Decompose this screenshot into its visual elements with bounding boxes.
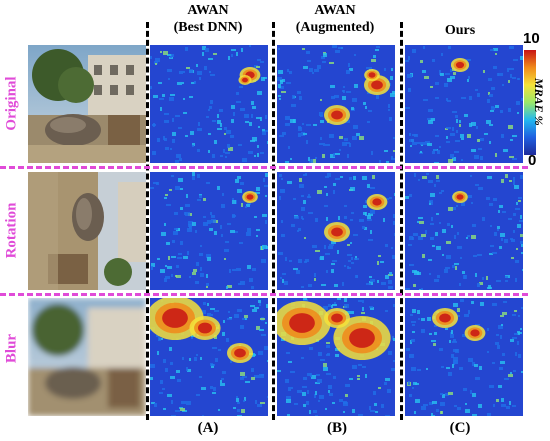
row-separator-1 [0, 166, 528, 169]
error-map-a-blur [150, 298, 268, 416]
row-label-blur: Blur [3, 333, 20, 364]
error-map-a-rotation [150, 172, 268, 290]
column-letter-b: (B) [327, 420, 347, 436]
error-map-b-original [277, 45, 395, 163]
colorbar-axis-label: MRAE % [532, 78, 546, 126]
column-letter-c: (C) [449, 420, 471, 436]
row-separator-2 [0, 293, 528, 296]
row-label-rotation: Rotation [3, 202, 20, 259]
error-map-c-blur [405, 298, 523, 416]
column-separator-c [400, 22, 403, 420]
error-map-c-rotation [405, 172, 523, 290]
colorbar-max-label: 10 [523, 30, 540, 47]
error-map-b-rotation [277, 172, 395, 290]
input-photo-blur [28, 298, 146, 416]
column-title-b-line1: AWAN [314, 3, 356, 18]
column-title-c: Ours [405, 22, 515, 39]
colorbar-min-label: 0 [528, 152, 537, 169]
error-map-c-original [405, 45, 523, 163]
column-title-a-line1: AWAN [187, 3, 229, 18]
column-title-a: AWAN (Best DNN) [148, 2, 268, 36]
column-title-a-line2: (Best DNN) [173, 20, 243, 35]
input-photo-original [28, 45, 146, 163]
error-map-b-blur [277, 298, 395, 416]
colorbar-gradient [524, 50, 536, 155]
column-letter-a: (A) [197, 420, 219, 436]
column-title-b: AWAN (Augmented) [275, 2, 395, 36]
column-title-c-line1: Ours [444, 23, 476, 38]
column-separator-b [272, 22, 275, 420]
column-title-b-line2: (Augmented) [295, 20, 375, 35]
column-separator-a [146, 22, 149, 420]
input-photo-rotation [28, 172, 146, 290]
row-label-original: Original [3, 76, 20, 131]
error-map-a-original [150, 45, 268, 163]
colorbar [524, 50, 536, 155]
